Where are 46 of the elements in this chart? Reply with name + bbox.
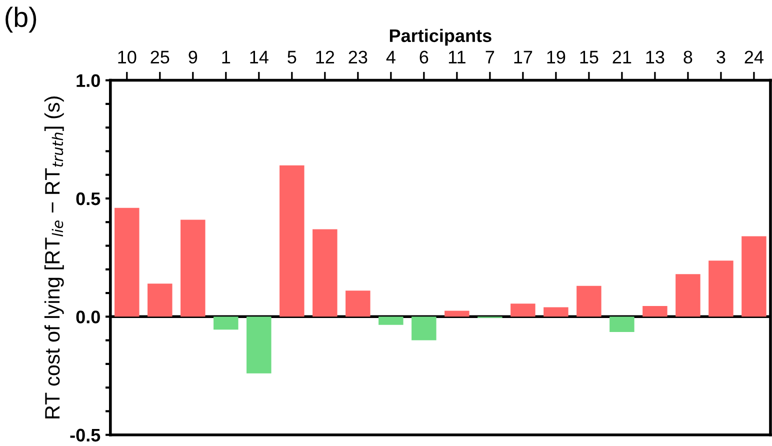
- x-tick-label: 17: [514, 50, 532, 64]
- bar: [246, 316, 272, 374]
- bar: [378, 316, 404, 325]
- bar: [148, 284, 172, 317]
- y-tick-label: 0.5: [76, 192, 100, 206]
- bar: [346, 290, 370, 317]
- bar: [510, 304, 536, 317]
- x-tick-label: 10: [118, 50, 136, 64]
- y-tick-label: 0.0: [76, 310, 100, 324]
- bar: [544, 307, 568, 317]
- x-tick-label: 6: [420, 50, 428, 64]
- bar: [576, 286, 602, 317]
- x-tick-label: 3: [716, 50, 726, 64]
- bar: [610, 316, 634, 332]
- x-tick-label: 12: [316, 50, 334, 64]
- x-tick-label: 7: [486, 50, 494, 64]
- bar: [114, 208, 140, 317]
- x-tick-label: 11: [448, 50, 466, 64]
- x-tick-label: 15: [580, 50, 598, 64]
- bar: [642, 306, 668, 317]
- bar: [676, 274, 700, 317]
- x-tick-label: 19: [547, 50, 566, 64]
- x-tick-label: 13: [646, 50, 664, 64]
- bar: [742, 236, 766, 317]
- y-tick-label: -0.5: [70, 428, 100, 442]
- y-axis-title: RT cost of lying [RT$_{lie}$ − RT$_{truth}$] (s): [44, 96, 64, 418]
- x-tick-label: 23: [348, 50, 368, 64]
- x-tick-label: 5: [288, 50, 296, 64]
- x-tick-label: 1: [222, 50, 230, 64]
- bar: [708, 260, 734, 317]
- x-tick-label: 9: [188, 50, 198, 64]
- text: (b): [6, 6, 36, 33]
- x-tick-label: 8: [684, 50, 692, 64]
- bar: [444, 310, 470, 317]
- x-tick-label: 21: [612, 50, 632, 64]
- bar: [412, 316, 436, 340]
- bar: [280, 165, 304, 317]
- y-tick-label: 1.0: [76, 74, 100, 87]
- bar: [312, 229, 338, 317]
- bar: [214, 316, 238, 330]
- x-axis-title: Participants: [390, 28, 492, 46]
- x-tick-label: 25: [150, 50, 170, 64]
- x-tick-label: 14: [250, 50, 268, 64]
- x-tick-label: 24: [744, 50, 764, 64]
- x-tick-label: 4: [386, 50, 396, 64]
- bar: [180, 220, 206, 317]
